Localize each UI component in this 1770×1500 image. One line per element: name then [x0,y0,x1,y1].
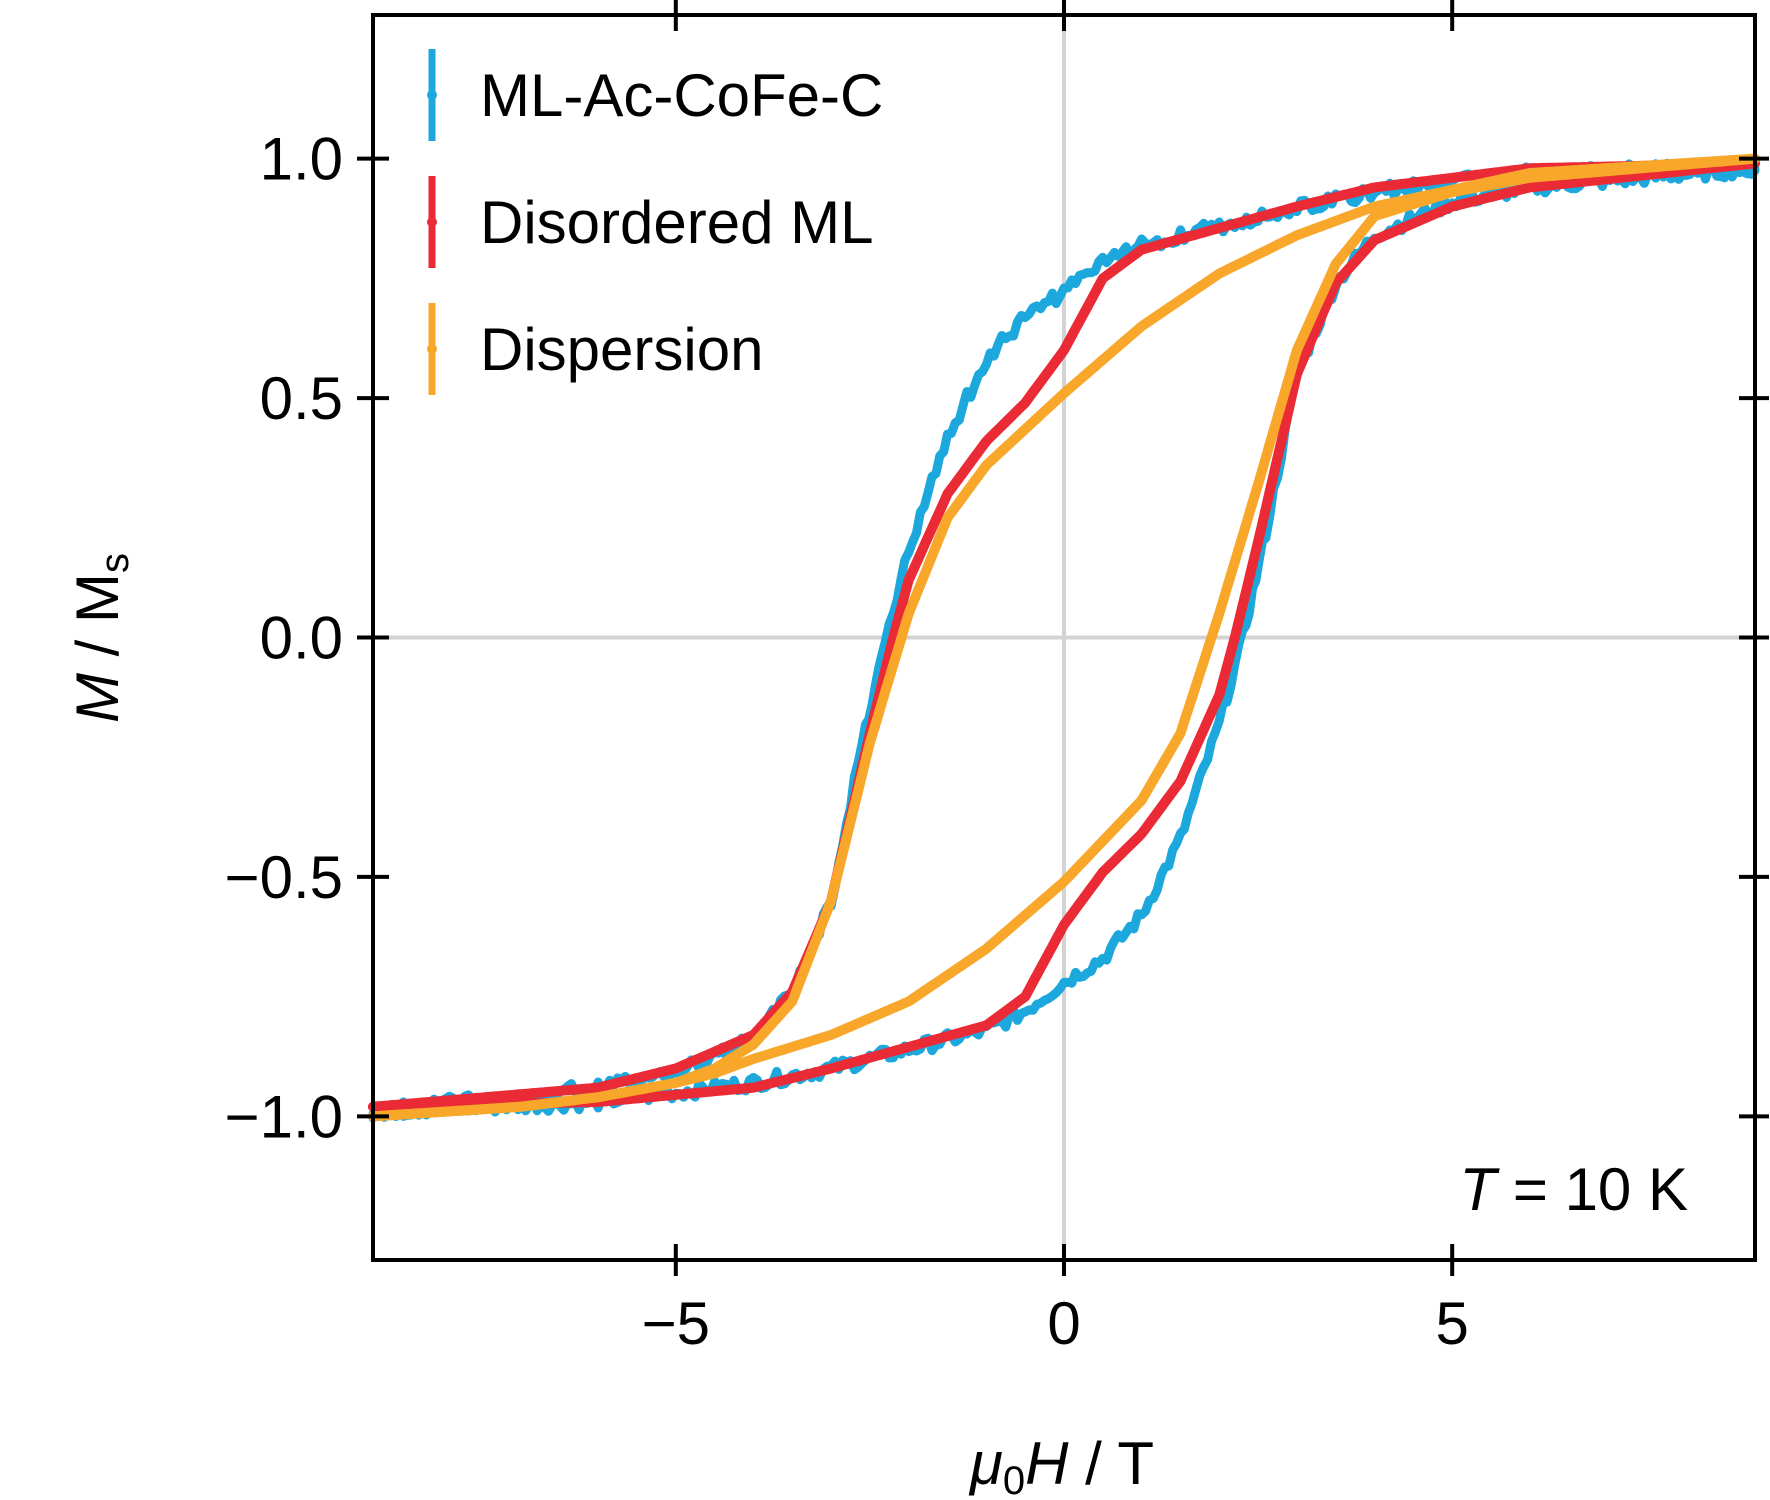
legend-marker-1 [427,217,437,227]
series-layer [368,153,1760,1123]
axis-ticks [357,0,1769,1276]
x-tick-label: −5 [642,1290,710,1357]
grid-lines [373,15,1755,1260]
temperature-symbol: T [1460,1156,1501,1223]
y-tick-label: 1.0 [260,126,343,193]
y-tick-label: 0.5 [260,365,343,432]
series-dispersion-ascending-branch [368,153,1760,1122]
x-axis-label-subscript: 0 [1003,1459,1025,1500]
legend-label-2: Dispersion [480,316,763,383]
series-dispersion [368,153,1760,1122]
y-axis-label: M / Ms [64,553,137,723]
x-axis-label-mu: μ [968,1430,1003,1497]
x-axis-label-h: H [1025,1430,1069,1497]
temperature-value: = 10 K [1496,1156,1688,1223]
x-axis-label-unit: / T [1068,1430,1154,1497]
x-axis-label: μ0H / T [968,1430,1154,1500]
x-tick-label: 5 [1436,1290,1469,1357]
legend-marker-2 [427,344,437,354]
legend-marker-0 [427,90,437,100]
y-axis-label-ms: / M [64,573,131,673]
legend-label-1: Disordered ML [480,189,874,256]
temperature-annotation: T = 10 K [1460,1156,1688,1223]
y-tick-label: −0.5 [225,844,343,911]
x-tick-label: 0 [1047,1290,1080,1357]
legend: ML-Ac-CoFe-C Disordered ML Dispersion [427,49,883,395]
y-tick-label: −1.0 [225,1083,343,1150]
y-axis-label-m: M [64,673,131,723]
y-axis-label-subscript: s [93,553,137,573]
tick-labels: −5 0 5 −1.0 −0.5 0.0 0.5 1.0 [225,126,1469,1357]
legend-label-0: ML-Ac-CoFe-C [480,62,883,129]
y-tick-label: 0.0 [260,605,343,672]
